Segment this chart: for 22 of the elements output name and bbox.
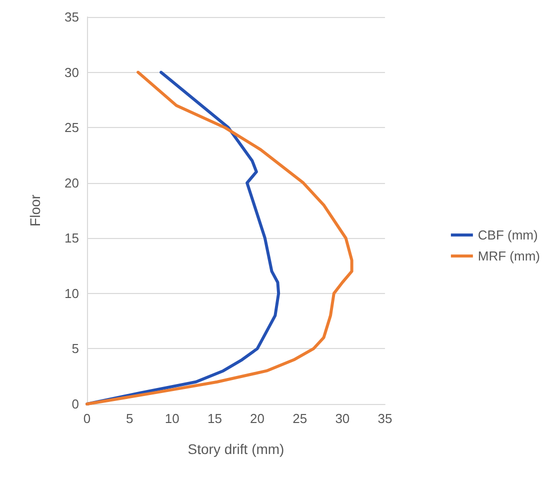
x-tick-label: 5	[126, 411, 134, 426]
y-tick-label: 35	[64, 10, 79, 24]
y-axis-title: Floor	[27, 194, 43, 226]
y-tick-label: 25	[64, 120, 79, 136]
line-series	[86, 70, 354, 406]
x-tick-label: 15	[207, 411, 222, 426]
x-tick-label: 35	[378, 411, 392, 426]
x-tick-label: 25	[292, 411, 308, 426]
x-tick-label: 20	[250, 411, 265, 426]
y-tick-label: 0	[72, 396, 79, 412]
legend-label: MRF (mm)	[478, 248, 540, 264]
x-tick-label: 30	[335, 411, 350, 426]
line-series	[86, 70, 280, 406]
y-tick-label: 10	[64, 286, 79, 301]
x-tick-label: 10	[164, 411, 180, 426]
x-axis-title: Story drift (mm)	[188, 441, 284, 457]
y-tick-label: 30	[64, 64, 79, 80]
x-tick-label: 0	[83, 411, 91, 426]
legend-label: CBF (mm)	[478, 228, 538, 242]
y-tick-label: 20	[64, 175, 79, 190]
y-tick-label: 5	[72, 341, 79, 356]
y-tick-label: 15	[64, 230, 79, 246]
